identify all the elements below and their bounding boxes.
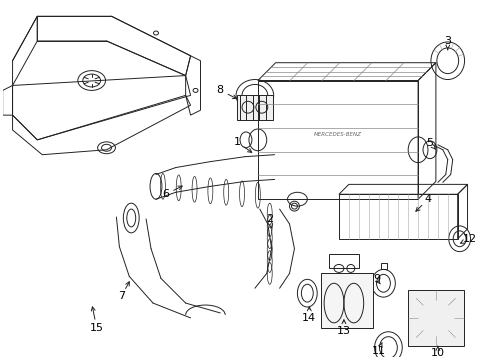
Text: 4: 4 (424, 194, 430, 204)
Text: 11: 11 (371, 346, 385, 356)
Text: 3: 3 (444, 36, 450, 46)
Bar (407, 290, 463, 346)
Text: 10: 10 (430, 347, 444, 357)
Text: 8: 8 (216, 85, 224, 95)
Bar (381, 264, 386, 269)
Bar (338, 194, 457, 239)
Text: 13: 13 (336, 326, 350, 336)
Text: 7: 7 (118, 291, 124, 301)
Bar (328, 253, 358, 269)
Bar (237, 95, 272, 120)
Text: MERCEDES-BENZ: MERCEDES-BENZ (313, 132, 361, 138)
Text: 14: 14 (302, 313, 316, 323)
Text: 5: 5 (426, 138, 432, 148)
Bar (257, 81, 417, 199)
Text: 1: 1 (233, 137, 240, 147)
Text: 12: 12 (462, 234, 476, 244)
Bar (321, 273, 372, 328)
Text: 6: 6 (162, 189, 169, 199)
Text: 9: 9 (372, 274, 379, 284)
Text: 2: 2 (265, 214, 273, 224)
Text: 15: 15 (89, 323, 103, 333)
